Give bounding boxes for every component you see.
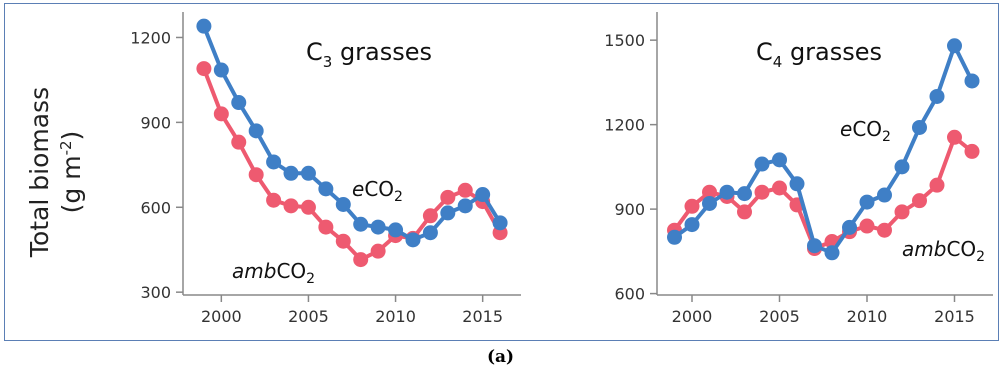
y-tick-label: 600	[614, 285, 645, 304]
data-point-ambCO2	[283, 198, 299, 214]
x-tick-label: 2010	[375, 307, 416, 326]
x-tick-label: 2015	[462, 307, 503, 326]
data-point-ambCO2	[964, 143, 980, 159]
series-label-ambCO2: ambCO2	[902, 237, 985, 265]
data-point-eCO2	[824, 245, 840, 261]
data-point-eCO2	[912, 119, 927, 135]
data-point-eCO2	[440, 205, 456, 221]
data-point-ambCO2	[929, 177, 945, 193]
data-point-eCO2	[684, 217, 700, 233]
data-point-eCO2	[754, 156, 770, 172]
data-point-ambCO2	[702, 184, 717, 200]
panel-c4-grasses: 600 900 1200 1500 2000 2005 2010 2015 C4 grasses…	[604, 12, 993, 326]
data-point-eCO2	[422, 225, 438, 241]
data-point-ambCO2	[859, 218, 875, 234]
data-point-ambCO2	[684, 198, 700, 214]
panel-title: C3 grasses	[306, 38, 432, 71]
data-point-eCO2	[266, 154, 282, 170]
series-label-ambCO2: ambCO2	[232, 259, 315, 287]
data-point-ambCO2	[318, 219, 334, 235]
data-point-eCO2	[789, 176, 805, 192]
y-tick-label: 900	[614, 200, 645, 219]
data-point-ambCO2	[266, 192, 282, 208]
data-point-ambCO2	[422, 208, 438, 224]
data-point-ambCO2	[196, 61, 212, 77]
data-point-ambCO2	[912, 193, 927, 209]
x-tick-label: 2005	[288, 307, 329, 326]
data-point-ambCO2	[877, 222, 892, 238]
data-point-ambCO2	[213, 106, 229, 122]
y-tick-label: 1200	[130, 28, 171, 47]
data-point-eCO2	[457, 198, 473, 214]
data-point-ambCO2	[754, 184, 770, 200]
data-point-eCO2	[929, 88, 945, 104]
data-point-eCO2	[807, 238, 822, 254]
data-point-eCO2	[947, 38, 962, 54]
data-point-eCO2	[370, 219, 386, 235]
data-point-eCO2	[231, 95, 247, 111]
figure-frame	[4, 3, 999, 341]
data-point-eCO2	[859, 194, 875, 210]
y-tick-label: 600	[140, 198, 171, 217]
data-point-ambCO2	[335, 233, 351, 249]
data-point-eCO2	[737, 186, 752, 202]
data-point-eCO2	[964, 73, 980, 89]
x-tick-label: 2015	[934, 307, 975, 326]
y-axis-title-line1: Total biomass	[25, 87, 54, 258]
data-point-eCO2	[772, 152, 787, 168]
y-tick-label: 900	[140, 113, 171, 132]
data-point-eCO2	[318, 181, 334, 197]
data-point-eCO2	[196, 18, 212, 34]
series-line-ambCO2	[202, 67, 502, 262]
data-point-ambCO2	[440, 189, 456, 205]
series-label-eCO2: eCO2	[840, 117, 891, 145]
data-point-eCO2	[667, 229, 682, 245]
data-point-ambCO2	[300, 199, 316, 215]
figure-caption: (a)	[486, 347, 515, 367]
data-point-ambCO2	[457, 182, 473, 198]
y-tick-label: 1500	[604, 31, 645, 50]
series-line-eCO2	[673, 43, 974, 255]
data-point-eCO2	[283, 165, 299, 181]
series-eCO2	[667, 38, 980, 261]
data-point-eCO2	[213, 62, 229, 78]
data-point-eCO2	[388, 222, 404, 238]
data-point-eCO2	[492, 215, 508, 231]
data-point-ambCO2	[737, 204, 752, 220]
data-point-eCO2	[877, 187, 892, 203]
data-point-eCO2	[719, 184, 735, 200]
data-point-ambCO2	[231, 134, 247, 150]
data-point-eCO2	[894, 159, 910, 175]
data-point-ambCO2	[370, 243, 386, 259]
data-point-eCO2	[702, 195, 717, 211]
data-point-ambCO2	[894, 204, 910, 220]
x-tick-label: 2000	[201, 307, 242, 326]
data-point-ambCO2	[947, 129, 962, 145]
data-point-eCO2	[842, 219, 857, 235]
series-line-ambCO2	[672, 135, 974, 251]
panel-c3-grasses: 300 600 900 1200 2000 2005 2010 2015 C3 grasses a…	[130, 12, 521, 326]
data-point-ambCO2	[353, 252, 369, 268]
series-label-eCO2: eCO2	[352, 177, 403, 205]
data-point-ambCO2	[248, 167, 264, 183]
y-tick-label: 1200	[604, 116, 645, 135]
y-axis-title-line2: (g m-2)	[57, 131, 86, 214]
data-point-ambCO2	[772, 180, 787, 196]
y-tick-label: 300	[140, 283, 171, 302]
series-ambCO2	[196, 61, 508, 268]
x-tick-label: 2010	[847, 307, 888, 326]
x-tick-label: 2005	[759, 307, 800, 326]
data-point-eCO2	[300, 165, 316, 181]
x-tick-label: 2000	[672, 307, 713, 326]
y-axis-title: Total biomass (g m-2)	[25, 87, 86, 258]
data-point-eCO2	[353, 216, 369, 232]
data-point-eCO2	[475, 187, 491, 203]
series-eCO2	[196, 18, 508, 248]
data-point-eCO2	[335, 196, 351, 212]
data-point-eCO2	[248, 123, 264, 139]
panel-title: C4 grasses	[756, 38, 882, 71]
data-point-eCO2	[405, 232, 421, 248]
